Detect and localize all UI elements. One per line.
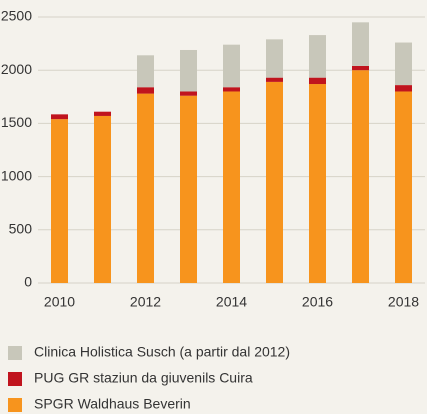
legend-swatch: [8, 398, 22, 412]
bar-segment: [137, 87, 154, 94]
bar-segment: [395, 85, 412, 92]
bar-segment: [223, 87, 240, 92]
legend-swatch: [8, 346, 22, 360]
y-tick-label: 0: [24, 274, 32, 290]
legend-swatch: [8, 372, 22, 386]
bar-segment: [395, 91, 412, 283]
x-tick-label: 2014: [216, 294, 247, 310]
bar-segment: [180, 49, 197, 92]
legend-label: Clinica Holistica Susch (a partir dal 20…: [34, 344, 290, 360]
bar-segment: [223, 44, 240, 88]
bar-segment: [180, 95, 197, 284]
y-tick-label: 2000: [1, 61, 32, 77]
bar-segment: [94, 115, 111, 284]
bar-segment: [137, 93, 154, 283]
bar-segment: [180, 91, 197, 96]
bar-segment: [266, 81, 283, 284]
bar-segment: [352, 65, 369, 71]
bar-segment: [309, 84, 326, 283]
x-tick-label: 2016: [302, 294, 333, 310]
bar-segment: [395, 42, 412, 86]
x-tick-label: 2018: [388, 294, 419, 310]
bar-segment: [309, 35, 326, 78]
legend-label: SPGR Waldhaus Beverin: [34, 396, 191, 412]
y-tick-label: 1500: [1, 114, 32, 130]
bar-segment: [266, 77, 283, 82]
legend-label: PUG GR staziun da giuvenils Cuira: [34, 370, 253, 386]
bar-segment: [352, 70, 369, 283]
x-tick-label: 2010: [44, 294, 75, 310]
bar-segment: [223, 91, 240, 283]
bar-segment: [51, 114, 68, 120]
bar-segment: [309, 77, 326, 85]
x-tick-label: 2012: [130, 294, 161, 310]
bar-segment: [352, 22, 369, 66]
y-tick-label: 1000: [1, 167, 32, 183]
bar-segment: [94, 111, 111, 116]
bar-segment: [266, 39, 283, 78]
y-tick-label: 2500: [1, 8, 32, 24]
y-tick-label: 500: [9, 221, 33, 237]
bar-segment: [51, 119, 68, 283]
bar-segment: [137, 55, 154, 88]
